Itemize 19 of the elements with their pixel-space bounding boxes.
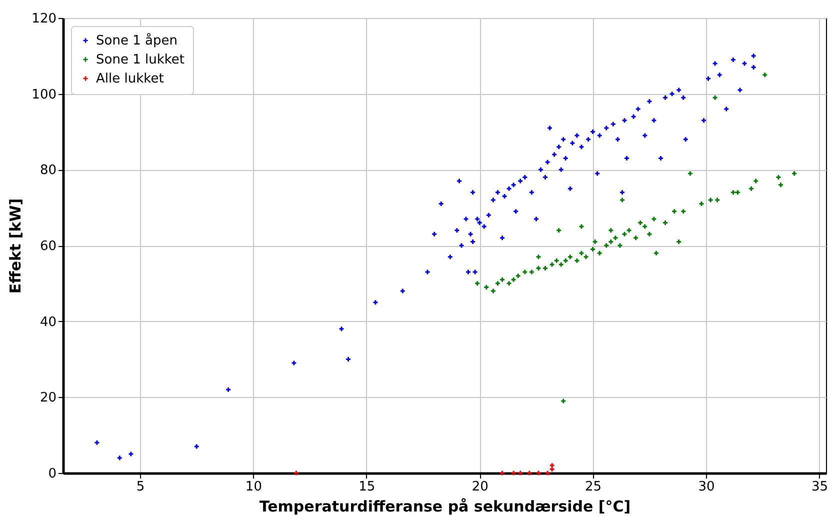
y-tick-label: 120 bbox=[32, 12, 56, 26]
x-axis-title: Temperaturdifferanse på sekundærside [°C] bbox=[259, 498, 631, 516]
x-tick-label: 30 bbox=[698, 480, 715, 494]
legend-label: Alle lukket bbox=[96, 72, 164, 86]
y-tick-label: 60 bbox=[40, 239, 56, 254]
y-axis-title: Effekt [kW] bbox=[6, 198, 25, 294]
y-tick-label: 80 bbox=[40, 163, 56, 178]
legend-label: Sone 1 åpen bbox=[96, 32, 178, 48]
y-tick-label: 20 bbox=[40, 390, 56, 406]
x-tick-label: 35 bbox=[811, 480, 828, 494]
legend-label: Sone 1 lukket bbox=[96, 52, 185, 68]
x-tick-label: 10 bbox=[245, 480, 262, 494]
x-tick-label: 25 bbox=[585, 480, 602, 494]
y-tick-label: 0 bbox=[48, 466, 56, 482]
x-tick-label: 20 bbox=[472, 480, 488, 494]
y-tick-label: 100 bbox=[32, 87, 56, 102]
y-tick-label: 40 bbox=[40, 314, 56, 330]
x-tick-label: 5 bbox=[136, 480, 145, 494]
x-tick-label: 15 bbox=[358, 480, 376, 494]
